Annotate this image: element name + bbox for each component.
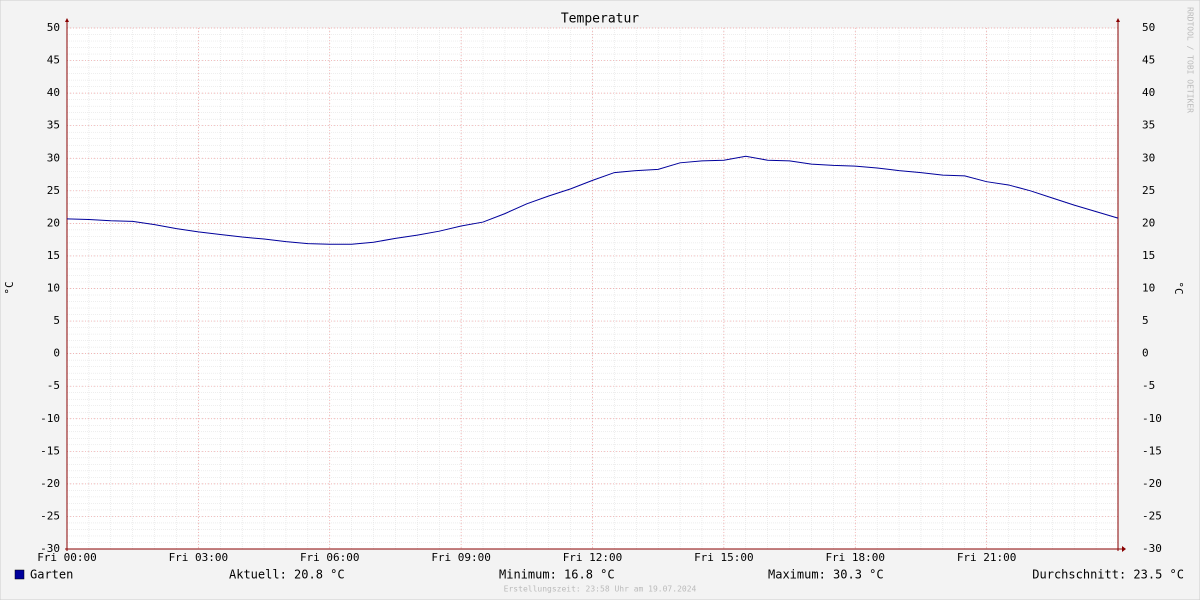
stat-max: Maximum: 30.3 °C bbox=[768, 568, 884, 582]
axis-arrow bbox=[65, 18, 69, 22]
x-tick-label: Fri 00:00 bbox=[37, 551, 97, 564]
y-tick-label: 0 bbox=[53, 347, 60, 360]
watermark: RRDTOOL / TOBI OETIKER bbox=[1186, 7, 1195, 113]
y2-tick-label: -10 bbox=[1142, 412, 1162, 425]
y2-axis-label: °C bbox=[1172, 281, 1185, 294]
y2-tick-label: 0 bbox=[1142, 347, 1149, 360]
y2-tick-label: -30 bbox=[1142, 542, 1162, 555]
y2-tick-label: 20 bbox=[1142, 216, 1155, 229]
axis-arrow bbox=[1122, 546, 1126, 552]
y-tick-label: 30 bbox=[47, 151, 60, 164]
y2-tick-label: 10 bbox=[1142, 282, 1155, 295]
y-tick-label: 25 bbox=[47, 184, 60, 197]
y-tick-label: 45 bbox=[47, 54, 60, 67]
y-tick-label: 5 bbox=[53, 314, 60, 327]
legend-label: Garten bbox=[30, 568, 73, 582]
y-axis-label: °C bbox=[3, 281, 16, 294]
stat-avg: Durchschnitt: 23.5 °C bbox=[1032, 568, 1184, 582]
x-tick-label: Fri 21:00 bbox=[957, 551, 1017, 564]
y2-tick-label: -15 bbox=[1142, 444, 1162, 457]
y-tick-label: 10 bbox=[47, 282, 60, 295]
x-tick-label: Fri 06:00 bbox=[300, 551, 360, 564]
y-tick-label: -15 bbox=[40, 444, 60, 457]
y2-tick-label: 5 bbox=[1142, 314, 1149, 327]
y2-tick-label: 45 bbox=[1142, 54, 1155, 67]
y-tick-label: -10 bbox=[40, 412, 60, 425]
y-tick-label: 15 bbox=[47, 249, 60, 262]
y-tick-label: 50 bbox=[47, 21, 60, 34]
x-tick-label: Fri 18:00 bbox=[825, 551, 885, 564]
y2-tick-label: 30 bbox=[1142, 151, 1155, 164]
y2-tick-label: -25 bbox=[1142, 509, 1162, 522]
y2-tick-label: 15 bbox=[1142, 249, 1155, 262]
stat-min: Minimum: 16.8 °C bbox=[499, 568, 615, 582]
line-series bbox=[66, 155, 1119, 245]
y2-tick-label: 25 bbox=[1142, 184, 1155, 197]
y2-tick-label: -5 bbox=[1142, 379, 1155, 392]
y-tick-label: -5 bbox=[47, 379, 60, 392]
footer: Erstellungszeit: 23:58 Uhr am 19.07.2024 bbox=[504, 585, 697, 594]
y2-tick-label: 35 bbox=[1142, 119, 1155, 132]
axis-arrow bbox=[1116, 18, 1120, 22]
y2-tick-label: -20 bbox=[1142, 477, 1162, 490]
stat-current: Aktuell: 20.8 °C bbox=[229, 568, 345, 582]
y2-tick-label: 50 bbox=[1142, 21, 1155, 34]
legend-swatch bbox=[14, 569, 25, 580]
x-tick-label: Fri 03:00 bbox=[169, 551, 229, 564]
x-tick-label: Fri 15:00 bbox=[694, 551, 754, 564]
y-tick-label: -25 bbox=[40, 509, 60, 522]
y-tick-label: -30 bbox=[40, 542, 60, 555]
chart-title: Temperatur bbox=[561, 12, 639, 27]
y-tick-label: 20 bbox=[47, 216, 60, 229]
y-tick-label: -20 bbox=[40, 477, 60, 490]
x-tick-label: Fri 09:00 bbox=[431, 551, 491, 564]
y-tick-label: 40 bbox=[47, 86, 60, 99]
x-tick-label: Fri 12:00 bbox=[563, 551, 623, 564]
y2-tick-label: 40 bbox=[1142, 86, 1155, 99]
y-tick-label: 35 bbox=[47, 119, 60, 132]
